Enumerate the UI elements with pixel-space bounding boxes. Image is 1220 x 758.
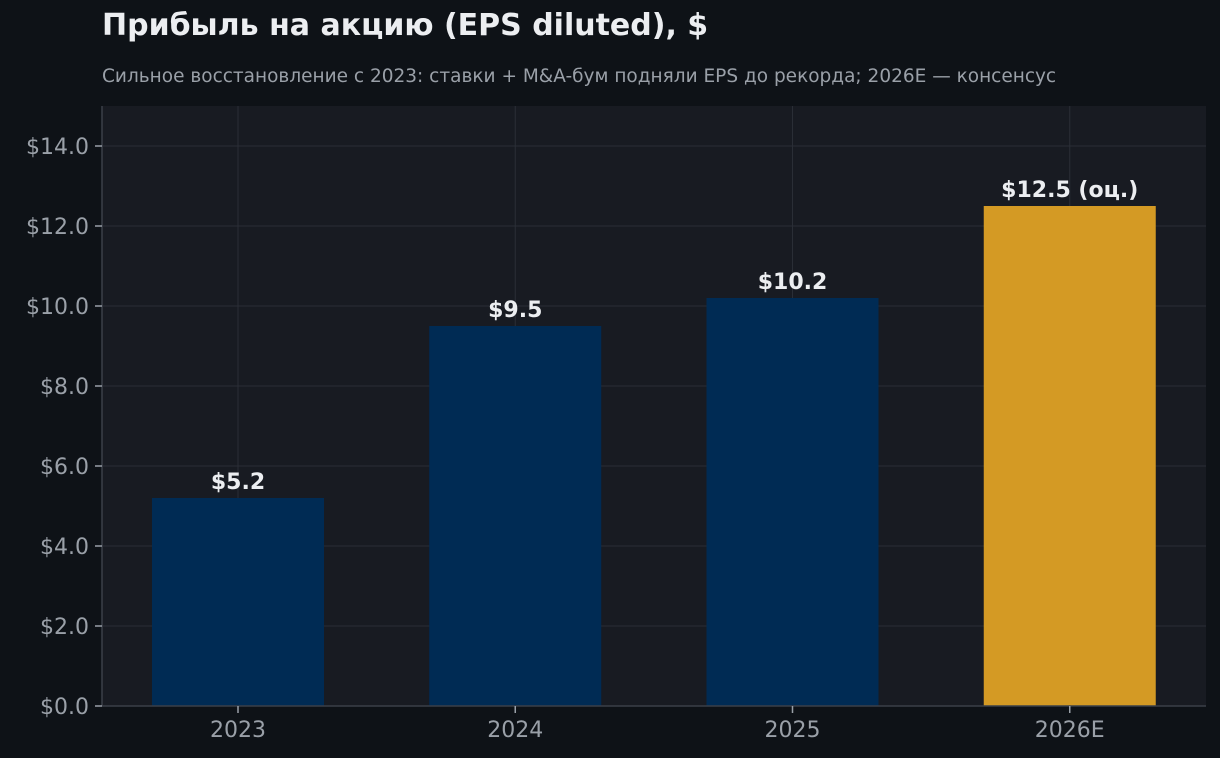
y-tick-label-0: $0.0 (40, 695, 89, 720)
x-tick-label-2025: 2025 (765, 718, 821, 743)
data-label-2023: $5.2 (211, 470, 265, 495)
bar-2023 (152, 498, 324, 706)
y-tick-label-7: $14.0 (26, 135, 89, 160)
y-tick-label-4: $8.0 (40, 375, 89, 400)
chart-subtitle: Сильное восстановление с 2023: ставки + … (102, 66, 1057, 87)
y-tick-label-6: $12.0 (26, 215, 89, 240)
y-tick-label-2: $4.0 (40, 535, 89, 560)
y-tick-label-5: $10.0 (26, 295, 89, 320)
x-axis-ticks: 2023 2024 2025 2026E (210, 706, 1105, 743)
bars (152, 206, 1156, 706)
y-tick-label-1: $2.0 (40, 615, 89, 640)
x-tick-label-2026e: 2026E (1035, 718, 1105, 743)
x-tick-label-2024: 2024 (487, 718, 543, 743)
chart-title: Прибыль на акцию (EPS diluted), $ (102, 8, 709, 43)
y-axis-ticks: $0.0 $2.0 $4.0 $6.0 $8.0 $10.0 $12.0 $14.0 (26, 135, 102, 720)
data-label-2024: $9.5 (488, 298, 542, 323)
axes (101, 106, 1206, 707)
bar-2026e (983, 206, 1156, 706)
bar-2025 (706, 298, 879, 706)
y-tick-label-3: $6.0 (40, 455, 89, 480)
x-tick-label-2023: 2023 (210, 718, 266, 743)
bar-2024 (429, 326, 602, 706)
data-label-2026e: $12.5 (оц.) (1001, 178, 1138, 203)
data-label-2025: $10.2 (758, 270, 828, 295)
data-labels: $5.2 $9.5 $10.2 $12.5 (оц.) (211, 178, 1138, 495)
